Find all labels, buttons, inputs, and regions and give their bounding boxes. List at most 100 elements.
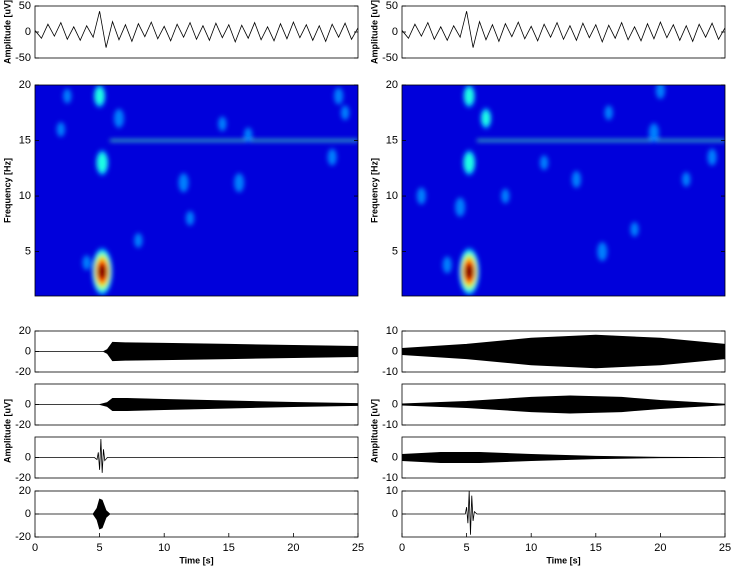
y-tick-label: 50 xyxy=(19,0,31,12)
y-tick-label: -20 xyxy=(15,472,31,484)
blob-level xyxy=(597,242,608,262)
heatmap-blob xyxy=(134,233,143,248)
blob-level xyxy=(97,153,108,173)
heatmap-blob xyxy=(334,87,344,105)
blob-level xyxy=(604,105,613,121)
blob-level xyxy=(95,87,105,105)
y-tick-label: 10 xyxy=(386,190,398,202)
y-tick-label: 20 xyxy=(19,325,31,337)
blob-level xyxy=(134,233,143,248)
y-tick-label: -50 xyxy=(382,52,398,64)
y-tick-label: 0 xyxy=(392,398,398,410)
heatmap-blob xyxy=(63,88,72,104)
y-tick-label: 0 xyxy=(25,508,31,520)
y-tick-label: 0 xyxy=(392,345,398,357)
heatmap-blob xyxy=(234,173,245,193)
heatmap-blob xyxy=(218,116,227,132)
y-tick-label: 20 xyxy=(386,79,398,91)
y-tick-label: -10 xyxy=(382,419,398,431)
blob-level xyxy=(630,222,639,237)
y-tick-label: 0 xyxy=(392,451,398,463)
blob-level xyxy=(416,187,426,205)
plot-area xyxy=(35,498,358,530)
signal-line xyxy=(35,439,358,473)
heatmap-blob xyxy=(597,242,608,262)
blob-level xyxy=(327,148,337,166)
x-tick-label: 0 xyxy=(399,542,405,554)
x-tick-label: 15 xyxy=(223,542,235,554)
heatmap-blob xyxy=(655,85,665,99)
heatmap-blob xyxy=(56,122,66,137)
plot-area xyxy=(35,397,358,412)
plot-area xyxy=(402,451,725,464)
heatmap-blob xyxy=(95,149,109,176)
atom-envelope xyxy=(35,341,358,362)
y-tick-label: -20 xyxy=(15,366,31,378)
y-tick-label: 0 xyxy=(392,26,398,38)
y-tick-label: 0 xyxy=(25,451,31,463)
heatmap-blob xyxy=(82,255,91,270)
plot-area xyxy=(402,85,725,296)
y-tick-label: 50 xyxy=(386,0,398,12)
atom-envelope xyxy=(402,451,725,464)
x-tick-label: 10 xyxy=(525,542,537,554)
heatmap-blob xyxy=(416,187,426,205)
heatmap-blob xyxy=(442,256,452,274)
y-tick-label: 0 xyxy=(392,508,398,520)
heatmap-blob xyxy=(462,149,476,176)
atom-envelope xyxy=(35,397,358,412)
plot-area xyxy=(35,85,358,296)
blob-level xyxy=(218,116,227,132)
blob-level xyxy=(234,173,245,193)
blob-level xyxy=(113,108,124,128)
blob-level xyxy=(481,111,491,126)
blob-level xyxy=(97,264,107,279)
blob-level xyxy=(682,172,691,187)
blob-level xyxy=(539,155,549,171)
signal-line xyxy=(402,11,725,48)
x-tick-label: 5 xyxy=(464,542,470,554)
plot-area xyxy=(35,11,358,48)
blob-level xyxy=(56,122,66,137)
heatmap-blob xyxy=(630,222,639,237)
axes-frame xyxy=(34,84,359,297)
y-tick-label: 10 xyxy=(386,485,398,497)
heatmap-blobs xyxy=(56,85,358,296)
y-tick-label: -20 xyxy=(15,419,31,431)
y-tick-label: 15 xyxy=(386,134,398,146)
blob-level xyxy=(464,87,474,105)
y-tick-label: 0 xyxy=(25,398,31,410)
x-axis-label: Time [s] xyxy=(546,555,580,565)
heatmap-blob xyxy=(480,107,492,129)
x-axis-label: Time [s] xyxy=(179,555,213,565)
y-axis-label: Amplitude [uV] xyxy=(369,0,379,64)
plot-area xyxy=(35,341,358,362)
y-tick-label: 20 xyxy=(19,79,31,91)
blob-level xyxy=(464,153,475,173)
plot-area xyxy=(402,11,725,48)
blob-level xyxy=(571,170,582,188)
blob-level xyxy=(82,255,91,270)
atom-envelope xyxy=(402,334,725,369)
plot-area xyxy=(402,491,725,535)
signal-line xyxy=(402,491,725,535)
y-tick-label: 0 xyxy=(25,26,31,38)
blob-level xyxy=(442,256,452,274)
heatmap-blob xyxy=(91,247,113,296)
y-tick-label: -10 xyxy=(382,472,398,484)
x-tick-label: 20 xyxy=(287,542,299,554)
y-axis-label: Amplitude [uV] xyxy=(2,0,12,64)
heatmap-blob xyxy=(178,173,189,193)
y-tick-label: 0 xyxy=(25,345,31,357)
y-tick-label: 10 xyxy=(386,325,398,337)
heatmap-background xyxy=(402,85,725,296)
x-tick-label: 25 xyxy=(719,542,731,554)
x-tick-label: 25 xyxy=(352,542,364,554)
heatmap-blob xyxy=(571,170,582,188)
atom-envelope xyxy=(35,498,358,530)
heatmap-blobs xyxy=(416,85,725,296)
heatmap-blob xyxy=(113,108,124,128)
heatmap-blob xyxy=(682,172,691,187)
blob-level xyxy=(334,87,344,105)
